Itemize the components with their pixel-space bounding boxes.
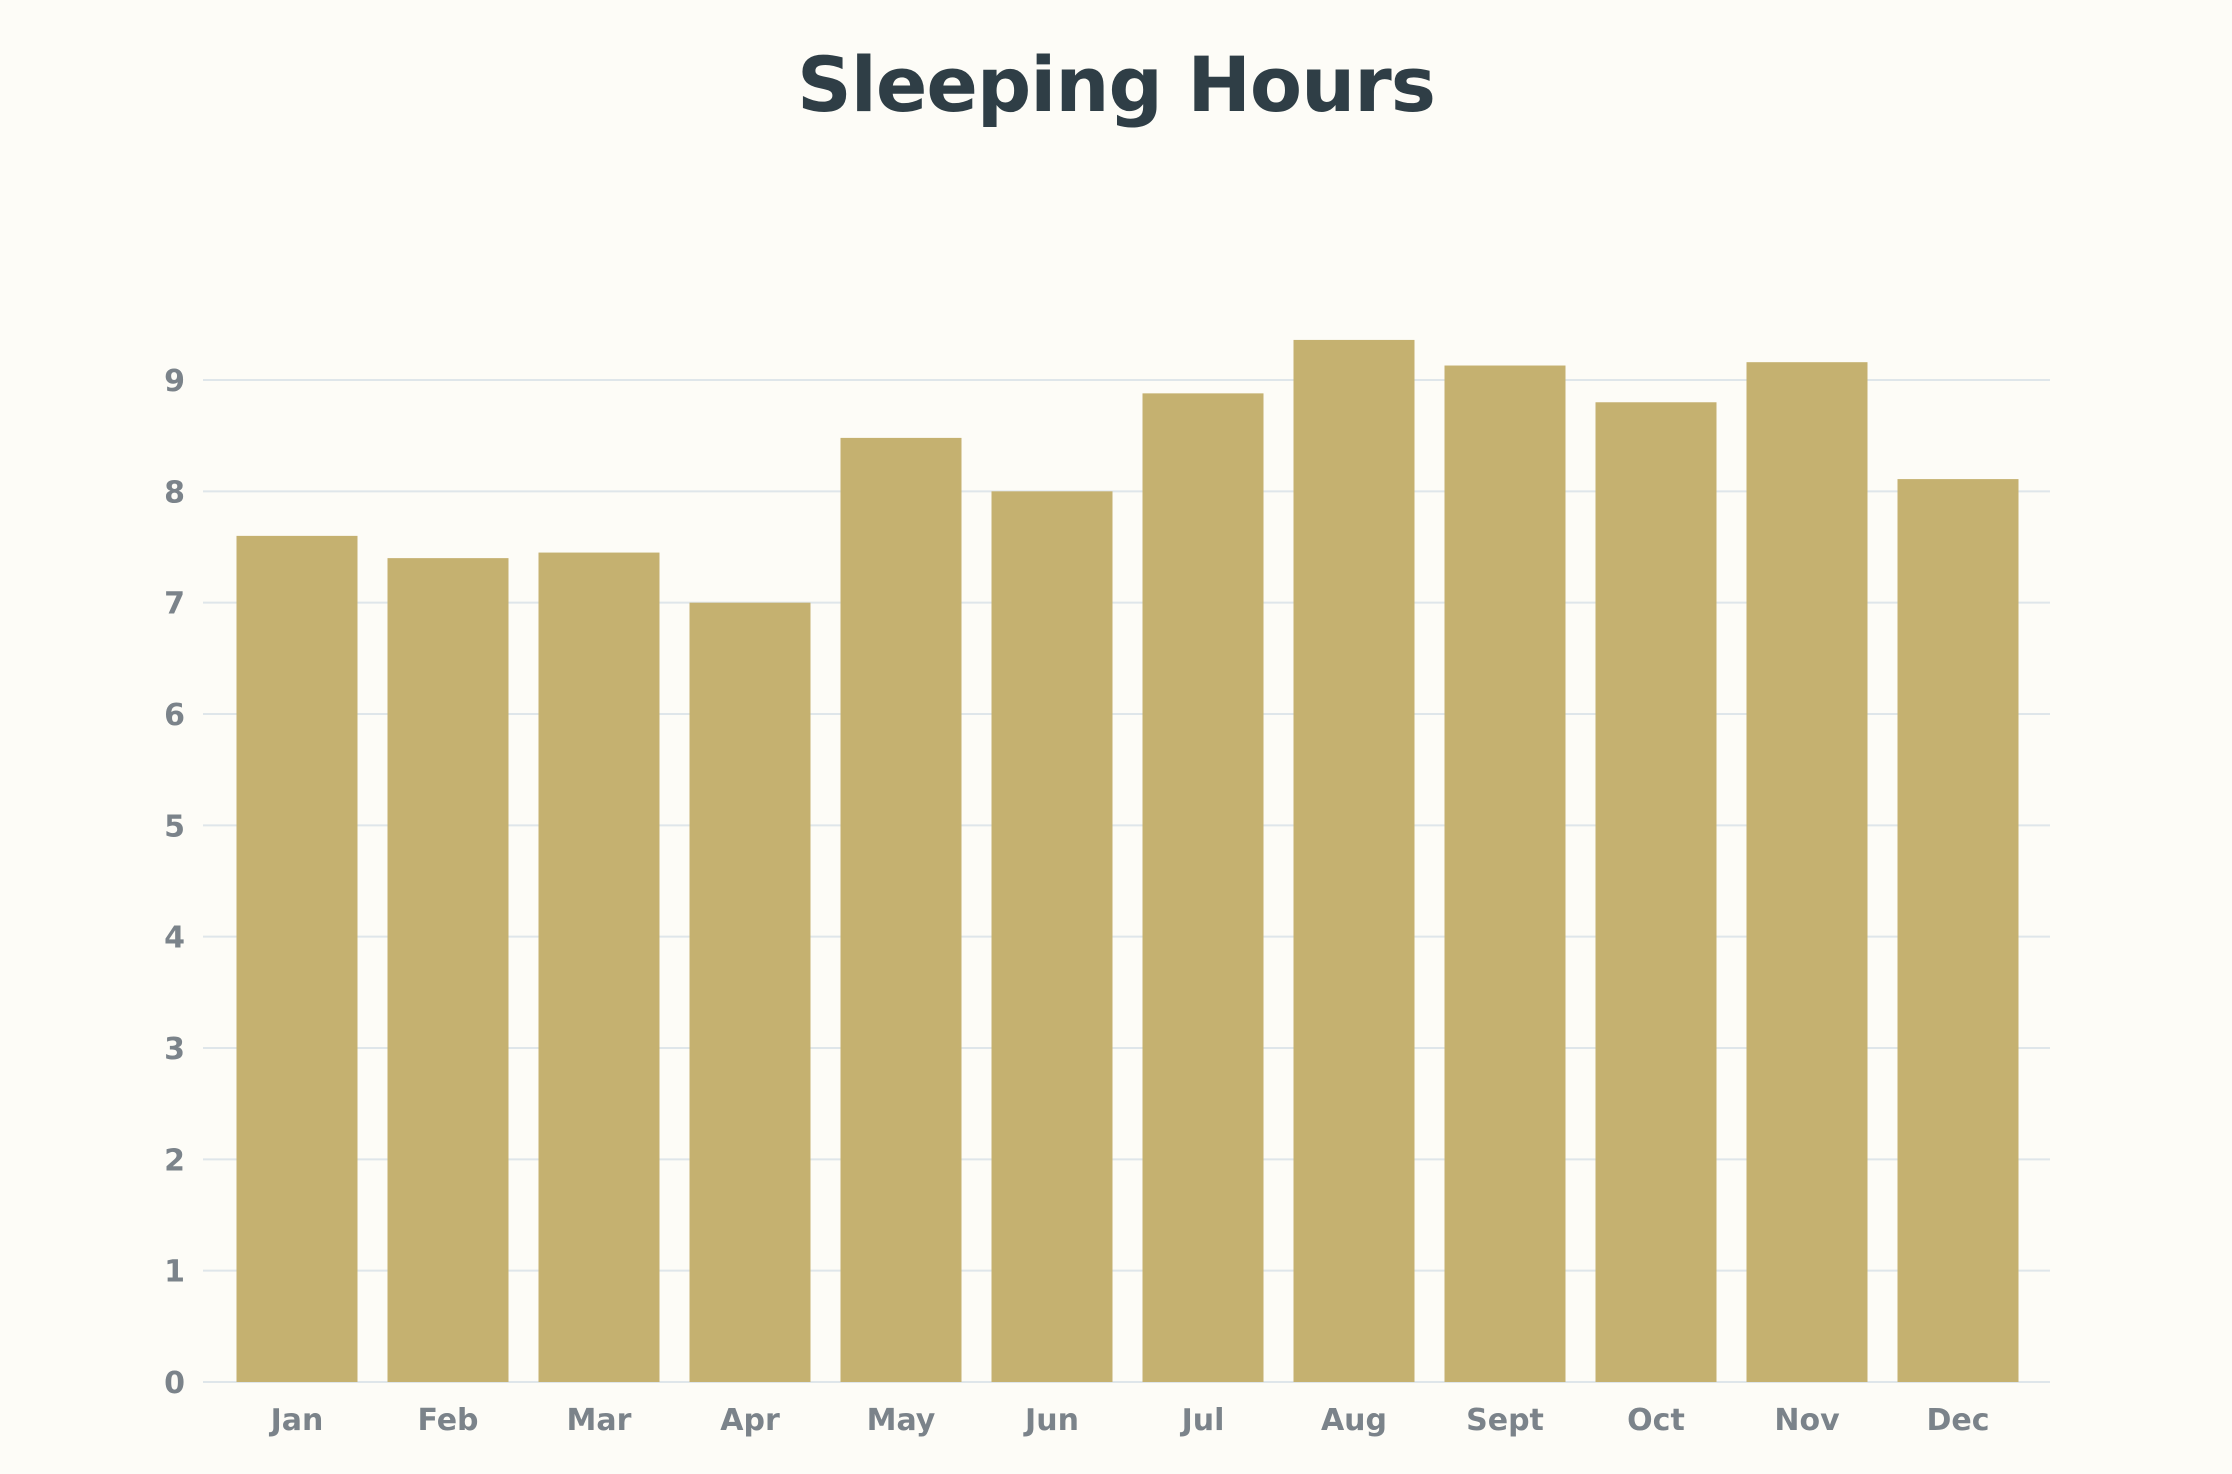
y-tick-label: 8 [164,475,185,510]
bar-jul [1142,393,1264,1382]
bar-mar [538,552,660,1382]
y-tick-label: 5 [164,809,185,844]
x-tick-label: Jul [1180,1403,1225,1438]
x-tick-label: Nov [1774,1403,1840,1438]
y-tick-label: 6 [164,698,185,733]
x-tick-label: Oct [1627,1403,1685,1438]
bar-dec [1897,479,2019,1382]
y-tick-label: 3 [164,1032,185,1067]
x-tick-label: Dec [1926,1403,1989,1438]
x-tick-label: Sept [1466,1403,1544,1438]
bar-feb [387,558,509,1382]
y-tick-label: 1 [164,1255,185,1290]
x-tick-label: Jan [269,1403,324,1438]
bar-nov [1746,362,1868,1383]
y-axis-ticks: 0 1 2 3 4 5 6 7 8 9 [164,364,185,1401]
y-tick-label: 4 [164,921,185,956]
x-tick-label: Mar [567,1403,632,1438]
x-tick-label: May [867,1403,936,1438]
bar-may [840,437,962,1383]
x-tick-label: Feb [417,1403,478,1438]
y-tick-label: 2 [164,1143,185,1178]
chart-title: Sleeping Hours [797,40,1436,129]
bar-oct [1595,402,1717,1382]
bar-apr [689,602,811,1382]
x-axis-ticks: Jan Feb Mar Apr May Jun Jul Aug Sept Oct Nov Dec [269,1403,1990,1438]
x-tick-label: Jun [1023,1403,1079,1438]
bars [236,339,2019,1383]
gridlines [203,379,2050,1383]
y-tick-label: 9 [164,364,185,399]
y-tick-label: 7 [164,587,185,622]
bar-jan [236,535,358,1382]
bar-jun [991,491,1113,1382]
x-tick-label: Apr [720,1403,780,1438]
bar-sept [1444,365,1566,1382]
bar-aug [1293,339,1415,1382]
x-tick-label: Aug [1321,1403,1387,1438]
y-tick-label: 0 [164,1366,185,1401]
